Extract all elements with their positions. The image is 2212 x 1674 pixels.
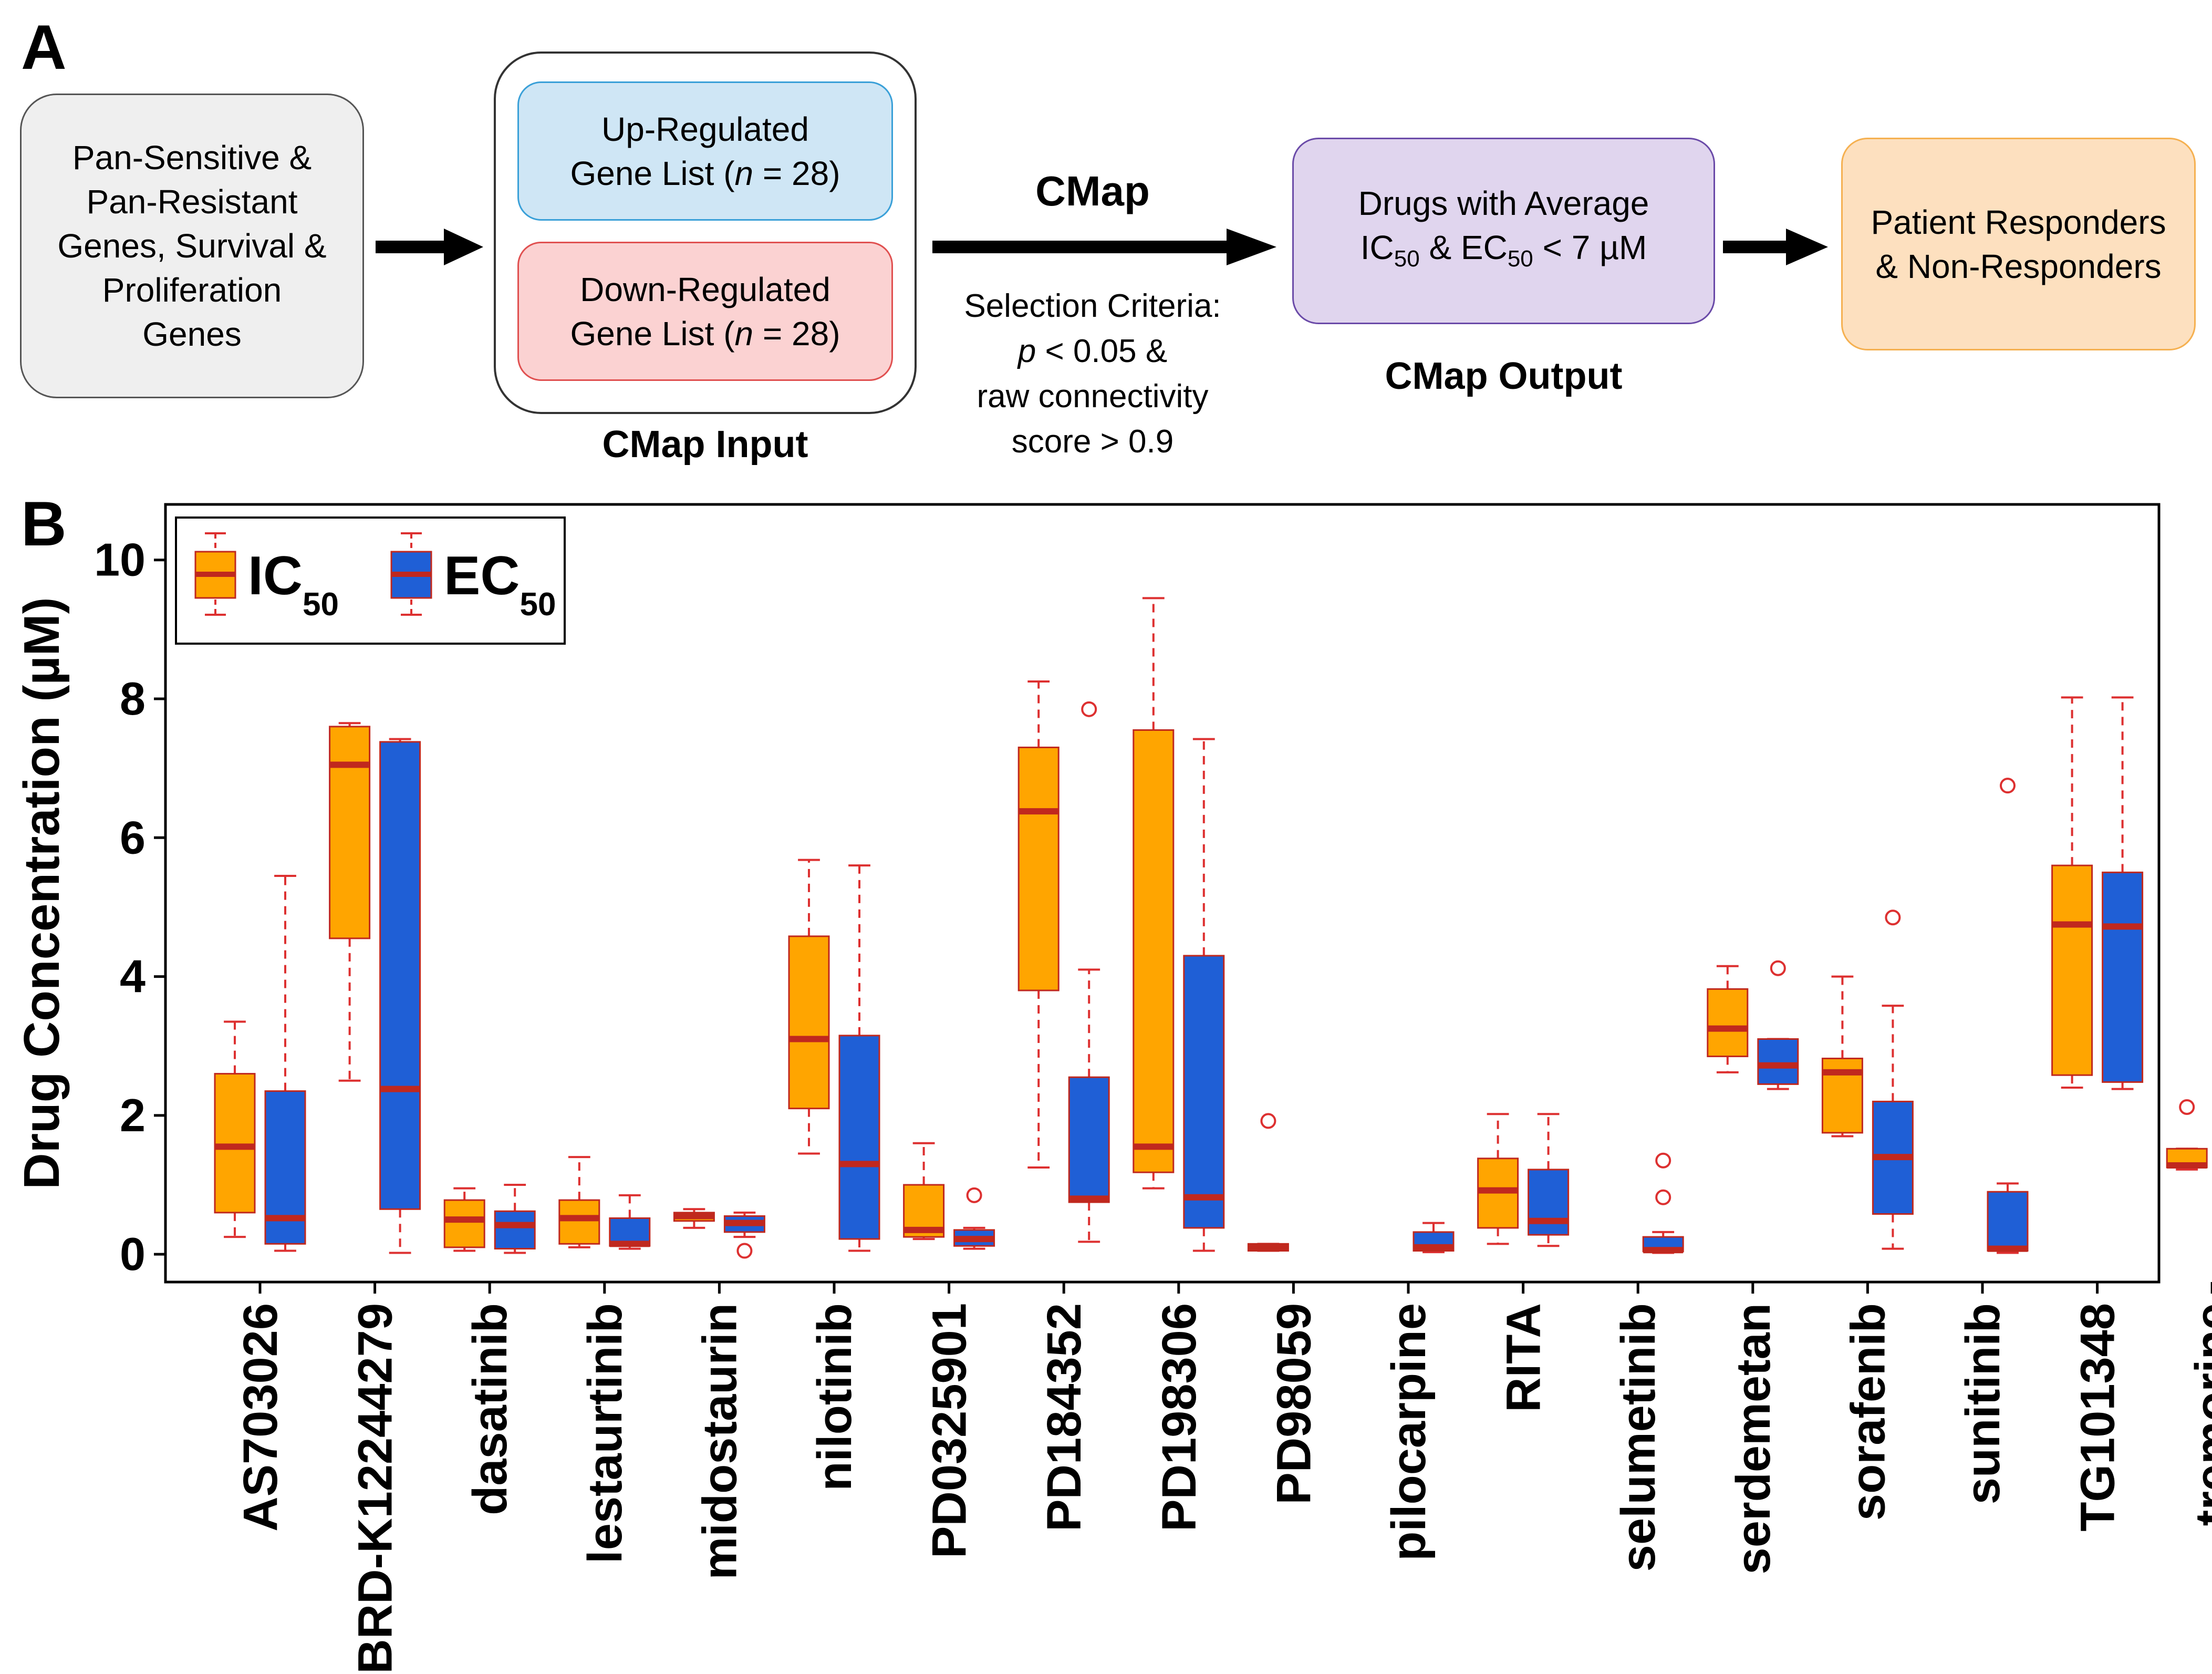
- up-regulated-count: = 28): [753, 154, 840, 192]
- y-tick-label: 0: [120, 1228, 146, 1280]
- x-tick-label: serdemetan: [1727, 1303, 1780, 1574]
- ec50-outlier: [1885, 910, 1901, 926]
- ec50-box: [1068, 1076, 1110, 1203]
- criteria-line3: raw connectivity: [977, 378, 1209, 415]
- patient-responders-text: Patient Responders & Non-Responders: [1871, 203, 2166, 285]
- cmap-output-box: Drugs with Average IC50 & EC50 < 7 µM: [1292, 138, 1715, 324]
- ec50-outlier: [966, 1187, 982, 1203]
- panel-b-letter: B: [21, 489, 67, 559]
- x-tick-label: PD0325901: [923, 1303, 977, 1558]
- ic50-box: [1707, 988, 1749, 1058]
- up-n-symbol: n: [734, 154, 754, 192]
- cmap-input-label: CMap Input: [602, 423, 808, 466]
- ic50-box: [558, 1199, 600, 1245]
- arrow-1: [376, 229, 483, 265]
- ec50-outlier: [1655, 1152, 1671, 1169]
- ic50-box: [1017, 747, 1060, 991]
- x-tick-label: TG101348: [2071, 1303, 2125, 1532]
- selection-criteria: Selection Criteria: p < 0.05 & raw conne…: [919, 284, 1266, 464]
- criteria-p-symbol: p: [1017, 333, 1036, 369]
- up-regulated-box: Up-Regulated Gene List (n = 28): [517, 81, 893, 221]
- ec50-box: [1987, 1191, 2029, 1252]
- ic50-box: [329, 726, 371, 939]
- x-tick-label: selumetinib: [1612, 1303, 1665, 1572]
- output-ic: IC: [1360, 228, 1394, 266]
- legend-box: [175, 516, 566, 645]
- ic50-outlier: [2179, 1099, 2195, 1115]
- ic50-box: [1133, 729, 1175, 1173]
- ic50-outlier: [1260, 1113, 1276, 1129]
- y-tick-label: 4: [120, 950, 146, 1003]
- boxplot-chart: B 0 2 4 6 8 10 Drug Concentration (µM) AS703026 B…: [14, 489, 2212, 1674]
- ec50-box: [494, 1210, 536, 1250]
- criteria-line4: score > 0.9: [1011, 423, 1174, 460]
- x-tick-label: nilotinib: [808, 1303, 861, 1491]
- x-tick-label: tremorine: [2186, 1303, 2212, 1526]
- up-regulated-line2: Gene List (: [570, 154, 735, 192]
- ec50-box: [838, 1035, 880, 1240]
- x-tick-label: pilocarpine: [1382, 1303, 1436, 1561]
- x-tick-label: PD98059: [1267, 1303, 1321, 1505]
- up-regulated-title: Up-Regulated: [601, 110, 809, 148]
- input-genes-box: Pan-Sensitive & Pan-Resistant Genes, Sur…: [20, 94, 364, 398]
- ic50-box: [214, 1073, 256, 1214]
- ec50-outlier: [1655, 1189, 1671, 1205]
- cmap-arrow-label: CMap: [1035, 168, 1150, 214]
- x-tick-label: PD198306: [1152, 1303, 1206, 1532]
- ec50-box: [1183, 955, 1225, 1229]
- down-regulated-title: Down-Regulated: [580, 270, 830, 308]
- down-n-symbol: n: [734, 314, 754, 353]
- x-tick-label: PD184352: [1037, 1303, 1091, 1532]
- output-sub1: 50: [1394, 245, 1420, 272]
- x-tick-label: BRD-K12244279: [349, 1303, 402, 1674]
- x-tick-label: AS703026: [234, 1303, 287, 1532]
- input-genes-text: Pan-Sensitive & Pan-Resistant Genes, Sur…: [57, 139, 327, 353]
- x-tick-label: dasatinib: [463, 1303, 517, 1515]
- y-tick-label: 10: [94, 534, 146, 586]
- output-tail: < 7 µM: [1533, 228, 1647, 266]
- ec50-box: [379, 741, 421, 1210]
- x-tick-label: midostaurin: [693, 1303, 746, 1579]
- y-axis-label: Drug Concentration (µM): [14, 597, 70, 1189]
- ec50-outlier: [736, 1243, 753, 1259]
- ec50-outlier: [2000, 778, 2016, 794]
- down-regulated-line2: Gene List (: [570, 314, 735, 353]
- cmap-output-label: CMap Output: [1385, 355, 1623, 397]
- x-tick-label: lestaurtinib: [578, 1303, 632, 1564]
- criteria-line1: Selection Criteria:: [964, 288, 1221, 324]
- arrow-2: [932, 229, 1276, 265]
- y-tick-label: 8: [120, 673, 146, 725]
- plot-frame: [164, 503, 2161, 1284]
- output-line1: Drugs with Average: [1358, 184, 1649, 222]
- output-sub2: 50: [1507, 245, 1533, 272]
- y-tick-label: 6: [120, 811, 146, 863]
- ic50-box: [2051, 864, 2093, 1076]
- patient-responders-box: Patient Responders & Non-Responders: [1841, 138, 2196, 350]
- criteria-line2: < 0.05 &: [1036, 333, 1168, 369]
- down-regulated-count: = 28): [753, 314, 840, 353]
- y-tick-label: 2: [120, 1089, 146, 1141]
- ec50-box: [2102, 871, 2144, 1083]
- x-tick-label: sunitinib: [1956, 1303, 2010, 1504]
- ec50-box: [1757, 1038, 1799, 1085]
- ic50-box: [443, 1199, 485, 1248]
- ic50-box: [788, 935, 830, 1110]
- ec50-outlier: [1081, 701, 1097, 717]
- output-mid: & EC: [1419, 228, 1508, 266]
- ec50-outlier: [1770, 960, 1786, 976]
- ec50-box: [1528, 1169, 1570, 1236]
- x-tick-label: RITA: [1497, 1303, 1551, 1412]
- arrow-3: [1723, 229, 1828, 265]
- x-tick-label: sorafenib: [1841, 1303, 1895, 1521]
- panel-a-letter: A: [21, 12, 67, 82]
- down-regulated-box: Down-Regulated Gene List (n = 28): [517, 242, 893, 381]
